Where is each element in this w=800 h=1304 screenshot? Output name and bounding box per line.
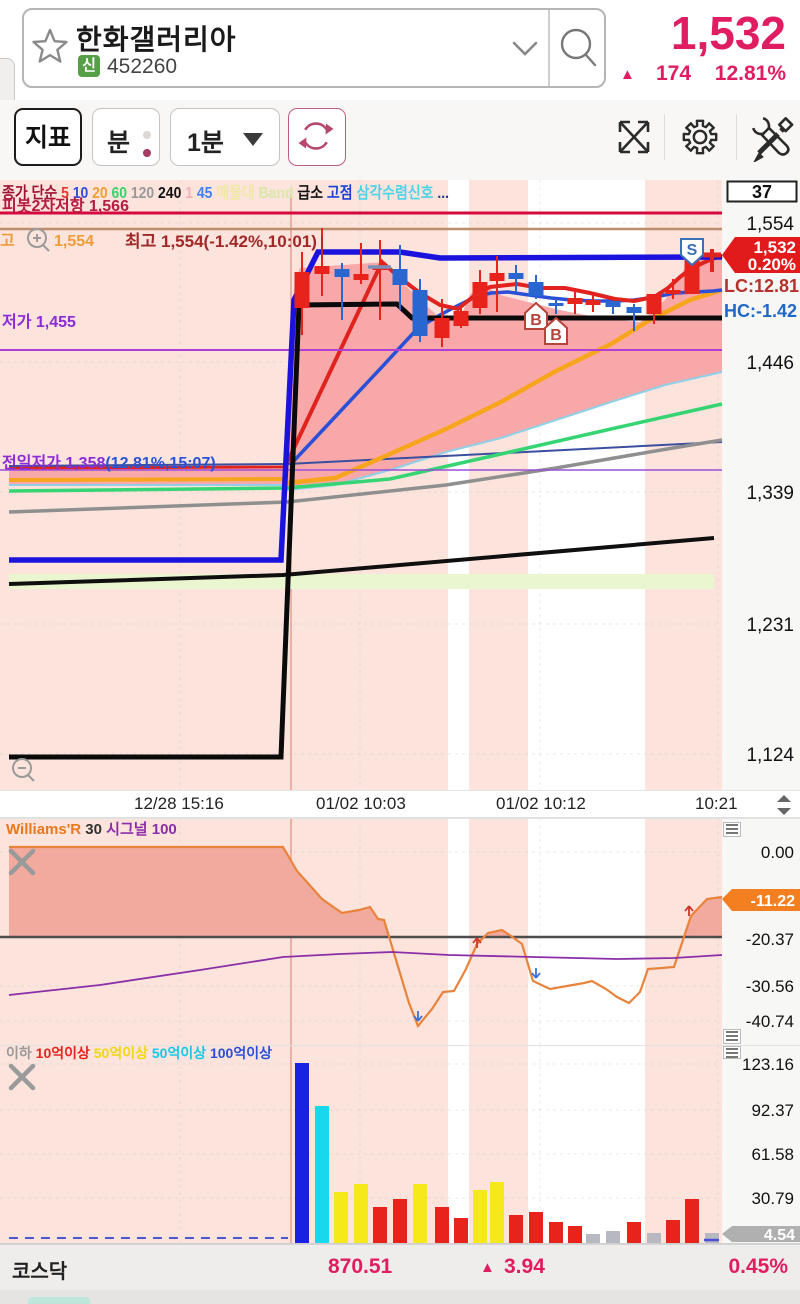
svg-text:고: 고 [0,233,15,250]
svg-text:-40.74: -40.74 [746,1012,794,1031]
svg-text:37: 37 [752,182,772,202]
svg-text:0.00: 0.00 [761,843,794,862]
svg-text:-11.22: -11.22 [751,893,796,910]
svg-text:1,231: 1,231 [746,615,794,636]
svg-text:B: B [550,327,562,344]
svg-text:저가 1,455: 저가 1,455 [2,313,76,331]
svg-text:-20.37: -20.37 [746,930,794,949]
svg-text:1,124: 1,124 [746,745,794,766]
svg-text:1,339: 1,339 [746,483,794,504]
svg-text:1,446: 1,446 [746,353,794,374]
svg-text:1,554: 1,554 [746,214,794,235]
svg-text:30.79: 30.79 [751,1189,794,1208]
svg-text:123.16: 123.16 [742,1055,794,1074]
svg-text:61.58: 61.58 [751,1145,794,1164]
svg-text:0.20%: 0.20% [748,255,796,274]
svg-text:HC:-1.42: HC:-1.42 [724,301,797,321]
svg-text:전일저가 1,358(12.81%,15:07): 전일저가 1,358(12.81%,15:07) [2,454,216,472]
svg-text:92.37: 92.37 [751,1101,794,1120]
svg-text:이하 10억이상 50억이상 50억이상 100억이상: 이하 10억이상 50억이상 50억이상 100억이상 [6,1045,272,1061]
svg-text:피봇2차저항 1,566: 피봇2차저항 1,566 [2,196,129,215]
svg-text:1,532: 1,532 [753,238,796,257]
svg-text:S: S [687,242,698,259]
svg-text:4.54: 4.54 [764,1227,795,1244]
svg-text:1,554: 1,554 [54,233,94,250]
svg-text:-30.56: -30.56 [746,977,794,996]
svg-text:B: B [530,312,542,329]
svg-text:Williams'R 30 시그널 100: Williams'R 30 시그널 100 [6,821,177,838]
svg-text:LC:12.81: LC:12.81 [724,276,799,296]
svg-text:종가 단순 5 10 20 60 120 240 1 45: 종가 단순 5 10 20 60 120 240 1 45 매물대 Band 급… [2,183,449,202]
svg-text:최고 1,554(-1.42%,10:01): 최고 1,554(-1.42%,10:01) [125,232,317,251]
